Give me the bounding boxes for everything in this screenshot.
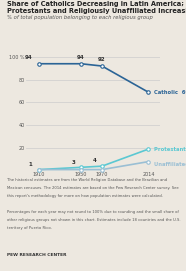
Text: % of total population belonging to each religious group: % of total population belonging to each …	[7, 15, 153, 20]
Text: 92: 92	[98, 57, 106, 62]
Text: Unaffiliated  8: Unaffiliated 8	[154, 162, 186, 167]
Text: Catholic  69: Catholic 69	[154, 90, 186, 95]
Text: 1: 1	[28, 162, 32, 167]
Text: 4: 4	[93, 158, 97, 163]
Text: Percentages for each year may not round to 100% due to rounding and the small sh: Percentages for each year may not round …	[7, 210, 179, 214]
Text: The historical estimates are from the World Religion Database and the Brazilian : The historical estimates are from the Wo…	[7, 178, 168, 182]
Text: territory of Puerto Rico.: territory of Puerto Rico.	[7, 226, 52, 230]
Text: other religious groups not shown in this chart. Estimates include 18 countries a: other religious groups not shown in this…	[7, 218, 181, 222]
Text: 94: 94	[77, 54, 85, 60]
Text: PEW RESEARCH CENTER: PEW RESEARCH CENTER	[7, 253, 67, 257]
Text: 94: 94	[25, 54, 33, 60]
Text: 3: 3	[72, 160, 76, 164]
Text: this report's methodology for more on how population estimates were calculated.: this report's methodology for more on ho…	[7, 194, 163, 198]
Text: Share of Catholics Decreasing in Latin America;: Share of Catholics Decreasing in Latin A…	[7, 1, 185, 7]
Text: Mexican censuses. The 2014 estimates are based on the Pew Research Center survey: Mexican censuses. The 2014 estimates are…	[7, 186, 179, 190]
Text: Protestants and Religiously Unaffiliated Increasing: Protestants and Religiously Unaffiliated…	[7, 8, 186, 14]
Text: Protestant  19: Protestant 19	[154, 147, 186, 151]
